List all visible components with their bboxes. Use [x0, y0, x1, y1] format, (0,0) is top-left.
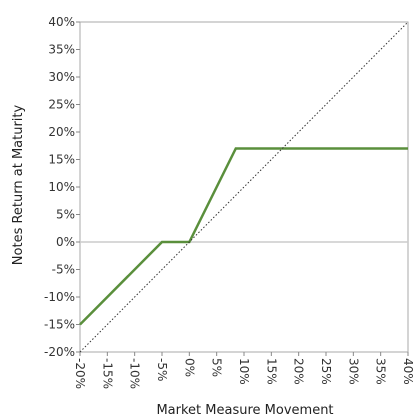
y-tick-label: -5% [52, 263, 75, 277]
y-axis-title: Notes Return at Maturity [11, 104, 26, 265]
y-tick-label: 25% [48, 98, 75, 112]
y-tick-label: 5% [56, 208, 75, 222]
x-tick-label: -5% [155, 358, 169, 381]
y-tick-label: 30% [48, 70, 75, 84]
y-tick-label: 35% [48, 43, 75, 57]
y-tick-label: -15% [44, 318, 75, 332]
reference-diagonal-line [79, 21, 409, 353]
y-tick-label: 20% [48, 125, 75, 139]
y-tick-label: 40% [48, 15, 75, 29]
x-axis-title: Market Measure Movement [156, 403, 333, 418]
x-tick-label: 40% [401, 358, 414, 385]
x-tick-label: 35% [374, 358, 388, 385]
plot-area: 40% 35% 30% 25% 20% 15% 10% 5% 0% -5% -10% -15% -20%… [44, 15, 414, 389]
x-tick-label: 30% [346, 358, 360, 385]
x-tick-label: -10% [128, 358, 142, 389]
y-tick-label: -10% [44, 290, 75, 304]
x-tick-label: 15% [264, 358, 278, 385]
y-tick-label: 10% [48, 180, 75, 194]
x-tick-label: 20% [292, 358, 306, 385]
x-tick-label: 0% [182, 358, 196, 377]
y-tick-label: 15% [48, 153, 75, 167]
plot-frame [79, 21, 409, 353]
y-tick-label: -20% [44, 345, 75, 359]
x-tick-label: 10% [237, 358, 251, 385]
x-tick-label: -20% [73, 358, 87, 389]
x-tick-label: 5% [210, 358, 224, 377]
x-tick-label: -15% [100, 358, 114, 389]
y-tick-label: 0% [56, 235, 75, 249]
x-tick-label: 25% [319, 358, 333, 385]
